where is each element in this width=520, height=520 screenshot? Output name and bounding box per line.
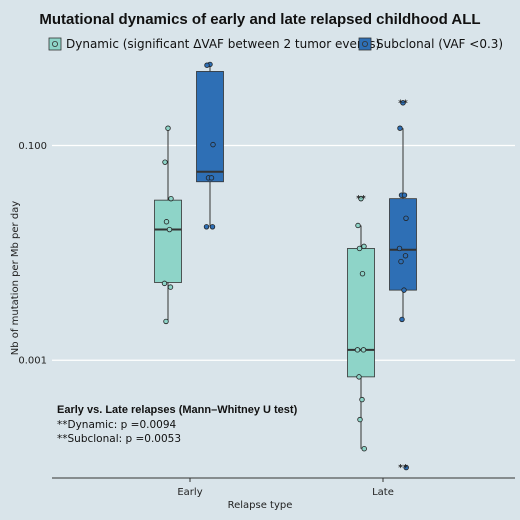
data-point	[360, 347, 367, 353]
data-points	[161, 61, 409, 471]
data-point	[400, 100, 406, 106]
legend-label-subclonal: Subclonal (VAF <0.3)	[376, 37, 503, 51]
box	[347, 248, 375, 378]
data-point	[401, 192, 408, 198]
data-point	[166, 226, 173, 233]
legend-swatch-dynamic-dot	[52, 41, 59, 48]
outlier-marker: **	[356, 195, 366, 205]
data-point	[208, 175, 215, 181]
data-point	[359, 270, 366, 277]
outlier-marker: **	[398, 99, 408, 109]
data-point	[403, 464, 409, 471]
data-point	[403, 215, 409, 221]
data-point	[168, 195, 174, 202]
stat-annotation: Early vs. Late relapses (Mann–Whitney U …	[57, 404, 298, 445]
data-point	[165, 125, 171, 131]
box	[154, 199, 182, 283]
outlier-markers: ** ** **	[356, 99, 408, 474]
data-point	[210, 141, 216, 148]
legend-swatch-subclonal	[358, 37, 372, 51]
data-point	[204, 62, 210, 68]
annotation-subclonal: **Subclonal: p =0.0053	[57, 433, 181, 445]
data-point	[359, 396, 365, 403]
legend-swatch-dynamic	[48, 37, 62, 51]
x-axis-label: Relapse type	[228, 500, 293, 511]
annotation-title: Early vs. Late relapses (Mann–Whitney U …	[57, 404, 298, 416]
data-point	[167, 284, 174, 290]
legend-swatch-subclonal-dot	[361, 41, 368, 48]
data-point	[356, 245, 363, 252]
y-axis-label: Nb of mutation per Mb per day	[10, 201, 21, 355]
data-point	[399, 316, 405, 323]
data-point	[361, 243, 367, 250]
box	[389, 198, 417, 291]
data-point	[397, 125, 403, 131]
data-point	[402, 253, 409, 259]
boxes	[154, 64, 417, 449]
x-tick-label: Early	[177, 487, 202, 498]
y-tick-label: 0.001	[18, 356, 47, 367]
outlier-marker: **	[398, 464, 408, 474]
data-point	[354, 347, 361, 353]
data-point	[163, 219, 170, 225]
data-point	[358, 195, 364, 202]
data-point	[209, 224, 216, 230]
data-point	[162, 159, 168, 165]
legend-label-dynamic: Dynamic (significant ΔVAF between 2 tumo…	[66, 37, 380, 51]
data-point	[398, 258, 404, 265]
y-tick-label: 0.100	[18, 141, 47, 152]
grid	[52, 144, 515, 361]
data-point	[401, 287, 407, 293]
data-point	[355, 222, 361, 229]
legend: Dynamic (significant ΔVAF between 2 tumo…	[48, 37, 503, 51]
x-axis: Early Late	[52, 477, 515, 498]
data-point	[356, 374, 362, 380]
data-point	[163, 318, 169, 325]
annotation-dynamic: **Dynamic: p =0.0094	[57, 419, 177, 431]
chart-title: Mutational dynamics of early and late re…	[39, 11, 480, 28]
data-point	[396, 245, 403, 252]
box	[196, 71, 224, 183]
y-axis-ticks: 0.001 0.100	[18, 141, 47, 367]
data-point	[203, 224, 210, 230]
data-point	[161, 280, 168, 287]
data-point	[357, 416, 363, 423]
x-tick-label: Late	[372, 487, 394, 498]
data-point	[361, 445, 367, 452]
